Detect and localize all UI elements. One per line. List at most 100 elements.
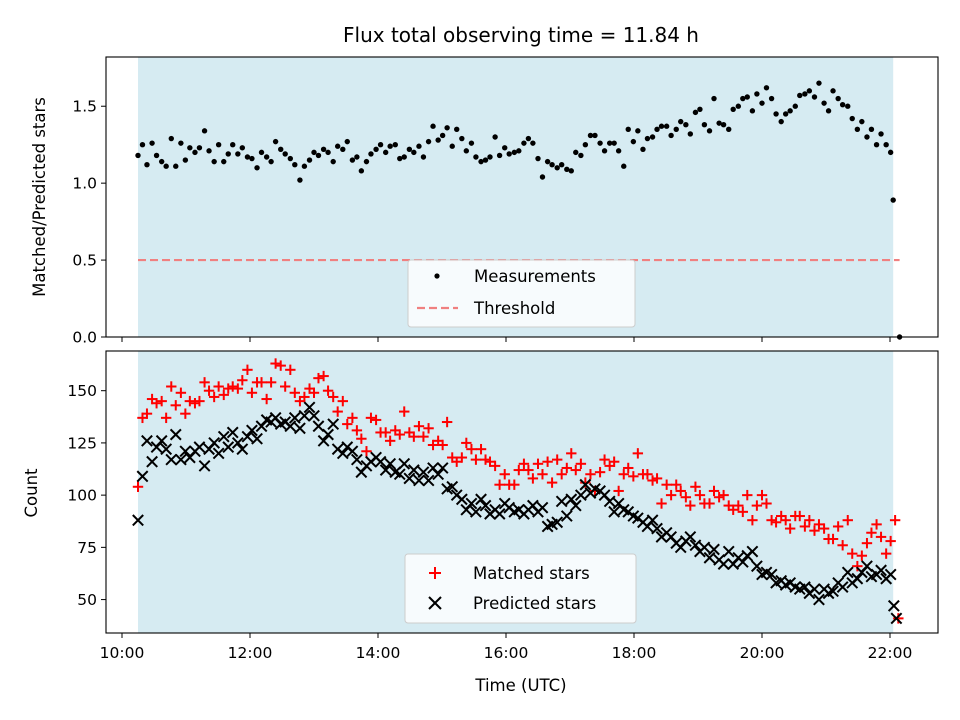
predicted-star-point xyxy=(703,551,716,564)
matched-star-point xyxy=(337,395,348,407)
measurement-point xyxy=(773,111,779,117)
matched-star-point xyxy=(661,479,672,490)
matched-star-point xyxy=(751,500,763,511)
predicted-star-point xyxy=(536,501,549,514)
measurement-point xyxy=(683,121,689,128)
top-y-tick-label: 1.5 xyxy=(72,98,97,116)
matched-star-point xyxy=(408,431,420,442)
bottom-y-tick-label: 50 xyxy=(77,591,97,609)
matched-star-point xyxy=(618,469,629,480)
chart-title: Flux total observing time = 11.84 h xyxy=(343,23,699,47)
measurement-point xyxy=(392,141,398,148)
measurement-point xyxy=(578,152,584,159)
x-tick-label: 12:00 xyxy=(228,644,273,662)
measurement-point xyxy=(887,149,894,156)
measurement-point xyxy=(439,132,446,139)
matched-star-point xyxy=(585,469,596,480)
predicted-star-point xyxy=(322,428,334,441)
measurement-point xyxy=(349,157,356,163)
measurement-point xyxy=(334,143,341,149)
predicted-star-point xyxy=(836,581,849,593)
measurement-point xyxy=(658,123,665,129)
predicted-star-point xyxy=(574,489,587,502)
predicted-star-point xyxy=(479,499,492,512)
predicted-star-point xyxy=(555,495,568,508)
measurement-point xyxy=(368,151,374,157)
measurement-point xyxy=(711,95,717,102)
measurement-point xyxy=(615,148,622,154)
measurement-point xyxy=(297,177,303,183)
measurement-point xyxy=(173,163,179,169)
bottom-axes-frame xyxy=(105,350,939,634)
predicted-star-point xyxy=(608,505,621,518)
measurement-point xyxy=(701,121,708,128)
matched-star-point xyxy=(318,370,329,382)
measurement-point xyxy=(278,146,284,153)
predicted-star-point xyxy=(374,455,387,468)
matched-star-point xyxy=(575,458,587,469)
predicted-star-point xyxy=(398,457,411,470)
legend-marker-predicted-stars xyxy=(428,596,442,610)
measurement-point xyxy=(792,103,798,109)
measurement-point xyxy=(482,157,489,163)
matched-star-point xyxy=(285,364,296,375)
measurement-point xyxy=(272,138,279,145)
matched-star-point xyxy=(280,381,291,392)
matched-star-point xyxy=(356,433,367,444)
legend-label-matched-stars: Matched stars xyxy=(473,564,590,583)
predicted-star-point xyxy=(308,409,320,422)
measurement-point xyxy=(468,140,475,146)
predicted-star-point xyxy=(350,453,363,466)
legend-label-measurements: Measurements xyxy=(474,267,596,286)
bottom-y-tick-label: 100 xyxy=(67,487,97,505)
measurement-point xyxy=(864,134,870,140)
measurement-point xyxy=(435,137,441,143)
matched-star-point xyxy=(246,387,258,398)
matched-star-point xyxy=(694,489,706,501)
matched-star-point xyxy=(213,381,224,392)
measurement-point xyxy=(873,141,880,148)
top-y-tick-label: 1.0 xyxy=(72,175,97,193)
matched-star-point xyxy=(608,456,620,467)
matched-star-point xyxy=(466,443,477,455)
measurement-point xyxy=(806,88,813,94)
measurement-point xyxy=(854,126,861,133)
matched-star-point xyxy=(680,492,692,503)
predicted-star-point xyxy=(422,474,435,487)
matched-star-point xyxy=(770,517,782,528)
measurement-point xyxy=(663,123,670,129)
measurement-point xyxy=(201,128,208,134)
predicted-star-point xyxy=(246,424,258,437)
predicted-star-point xyxy=(569,499,582,512)
matched-star-point xyxy=(199,377,210,388)
predicted-star-point xyxy=(298,409,311,422)
matched-star-point xyxy=(737,506,748,518)
x-tick-label: 22:00 xyxy=(868,644,913,662)
measurement-point xyxy=(225,151,231,157)
predicted-star-point xyxy=(651,522,663,535)
measurement-point xyxy=(292,161,298,168)
matched-star-point xyxy=(237,375,248,386)
measurement-point xyxy=(640,146,646,153)
predicted-star-point xyxy=(208,437,221,449)
legend-marker-measurements xyxy=(434,273,440,279)
measurement-point xyxy=(668,132,674,139)
matched-star-point xyxy=(842,515,853,526)
measurement-point xyxy=(377,141,384,148)
matched-star-point xyxy=(232,383,244,394)
predicted-star-point xyxy=(251,432,263,445)
predicted-star-point xyxy=(407,464,420,476)
matched-star-point xyxy=(156,395,167,407)
predicted-star-point xyxy=(284,420,297,433)
matched-star-point xyxy=(690,481,701,492)
measurement-point xyxy=(230,141,236,148)
matched-star-point xyxy=(647,475,658,486)
measurement-point xyxy=(244,154,251,160)
matched-star-point xyxy=(394,429,405,440)
measurement-point xyxy=(516,148,522,154)
measurement-point xyxy=(473,154,479,160)
measurement-point xyxy=(449,143,455,149)
measurement-point xyxy=(239,145,246,151)
predicted-star-point xyxy=(336,447,349,460)
predicted-star-point xyxy=(303,401,316,414)
